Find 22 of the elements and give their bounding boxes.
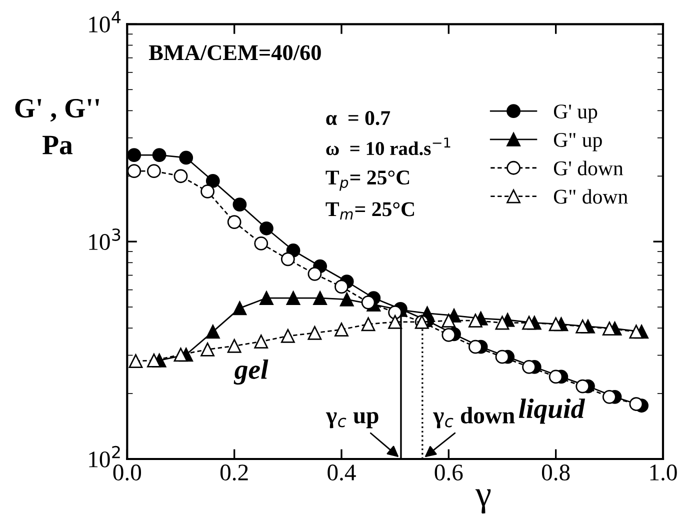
x-tick-label: 0.6 bbox=[434, 464, 463, 481]
annotation: T$_{p}$= 25°C bbox=[326, 170, 410, 191]
legend-label: G' up bbox=[554, 104, 598, 123]
annotation: γ$_{c}$ down bbox=[433, 406, 515, 428]
annotation: BMA/CEM=40/60 bbox=[148, 45, 321, 60]
annotation: liquid bbox=[518, 398, 586, 424]
x-tick-label: 0.8 bbox=[542, 464, 570, 481]
x-tick-label: 0.2 bbox=[220, 464, 248, 481]
annotation: T$_{m}$= 25°C bbox=[326, 202, 414, 220]
legend-label: G" up bbox=[554, 132, 602, 152]
y-tick-label: 10$^{4}$ bbox=[89, 11, 121, 32]
x-tick-label: 1.0 bbox=[650, 464, 677, 481]
annotation: α = 0.7 bbox=[326, 110, 390, 126]
y-axis-title: G' , G'' Pa bbox=[15, 98, 99, 154]
annotation: γ$_{c}$ up bbox=[326, 412, 378, 428]
annotation: ω = 10 rad.s$^{−1}$ bbox=[326, 138, 450, 156]
x-tick-label: 0.4 bbox=[328, 464, 356, 481]
legend-label: G' down bbox=[554, 160, 624, 176]
annotation: gel bbox=[234, 359, 268, 385]
x-axis-title: γ bbox=[475, 489, 491, 514]
y-tick-label: 10$^{3}$ bbox=[89, 228, 120, 250]
legend-label: G" down bbox=[554, 189, 628, 204]
